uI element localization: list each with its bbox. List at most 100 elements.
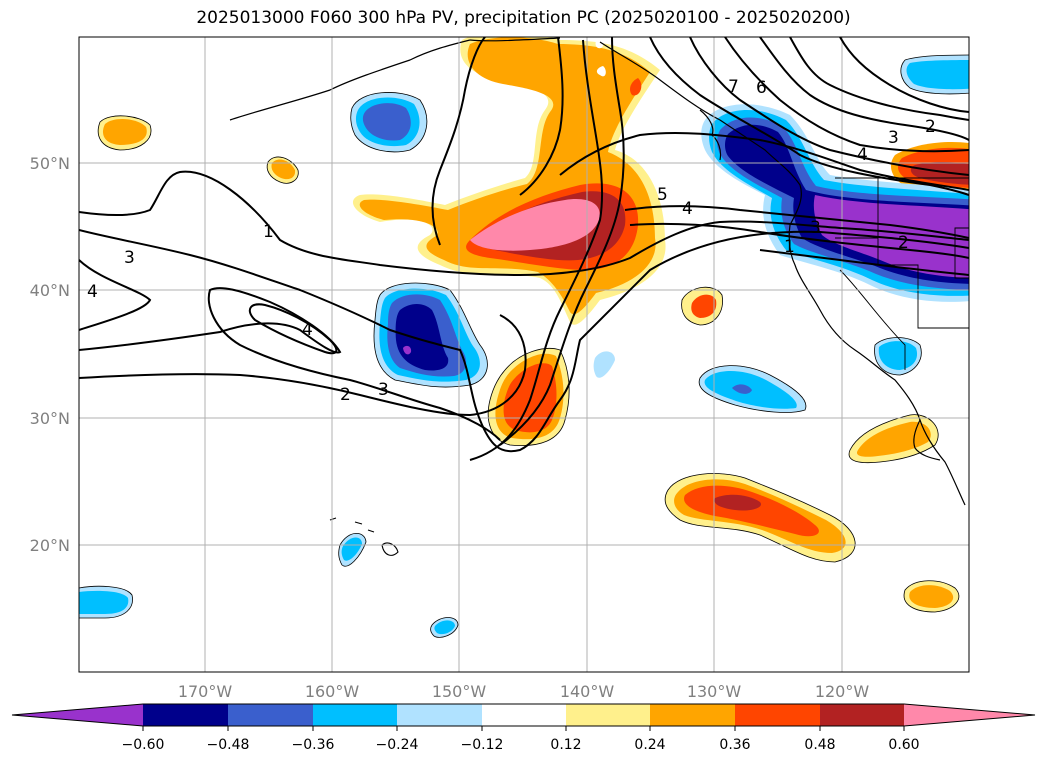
negative-blob-inner xyxy=(362,103,411,141)
colorbar-extend-low xyxy=(12,704,143,726)
state-borders xyxy=(839,269,906,370)
colorbar-label: 0.48 xyxy=(804,737,835,753)
pv-contour-trough-4 xyxy=(519,37,564,196)
map-frame xyxy=(78,36,970,673)
pv-contour-3 xyxy=(79,314,527,417)
pv-contour-ridge-6 xyxy=(789,37,969,121)
shade-hole xyxy=(595,37,604,49)
lon-tick-label: 160°W xyxy=(305,682,360,701)
pv-label: 4 xyxy=(87,282,98,302)
colorbar-label: −0.24 xyxy=(376,737,419,753)
pv-contour-ridge-4 xyxy=(724,37,969,153)
positive-anomaly-subtropical xyxy=(665,473,856,562)
colorbar-label: 0.36 xyxy=(719,737,750,753)
colorbar-segment xyxy=(735,704,820,726)
pv-contour-4-inner xyxy=(248,303,338,355)
colorbar-segment xyxy=(313,704,397,726)
map-title: 2025013000 F060 300 hPa PV, precipitatio… xyxy=(196,8,851,28)
pv-label: 3 xyxy=(124,248,135,268)
positive-blob-core xyxy=(910,162,969,185)
pv-contour-trough-1 xyxy=(469,39,604,461)
pv-label: 2 xyxy=(340,385,351,405)
colorbar-segment xyxy=(397,704,482,726)
pv-contour-trough-3 xyxy=(431,37,486,246)
negative-blob-inner xyxy=(732,384,752,394)
shade-neg-level-5 xyxy=(813,195,969,278)
pv-contour-ridge-1 xyxy=(559,131,969,191)
lon-tick-label: 170°W xyxy=(178,682,233,701)
lon-tick-label: 120°W xyxy=(815,682,870,701)
pv-label: 5 xyxy=(657,185,668,205)
pv-label: 4 xyxy=(302,320,313,340)
coast-alaska xyxy=(469,37,561,42)
positive-blob-inner xyxy=(909,585,954,608)
pv-label: 4 xyxy=(682,199,693,219)
negative-blob-mid xyxy=(79,590,129,614)
lat-tick-label: 20°N xyxy=(30,536,70,555)
lat-tick-label: 40°N xyxy=(30,281,70,300)
pv-contour-2 xyxy=(79,229,969,453)
coast-north-america xyxy=(599,41,966,506)
colorbar-segment xyxy=(650,704,735,726)
pv-label: 1 xyxy=(263,222,274,242)
pv-contour-4-west xyxy=(79,259,152,331)
colorbar-segment xyxy=(228,704,313,726)
pv-contours xyxy=(79,37,969,461)
lat-tick-label: 30°N xyxy=(30,409,70,428)
shade-level-4 xyxy=(714,494,761,511)
colorbar-label: 0.24 xyxy=(634,737,665,753)
pv-label: 1 xyxy=(784,237,795,257)
colorbar: −0.60 −0.48 −0.36 −0.24 −0.12 0.12 0.24 … xyxy=(11,703,1036,753)
colorbar-label: 0.12 xyxy=(550,737,581,753)
lon-tick-label: 130°W xyxy=(687,682,742,701)
colorbar-extend-high xyxy=(904,704,1035,726)
shade-level-3b xyxy=(630,78,642,96)
pv-label: 2 xyxy=(898,233,909,253)
pv-contour-ridge-2 xyxy=(649,37,969,196)
negative-blob-mid xyxy=(878,341,918,370)
positive-blob-inner xyxy=(691,294,717,318)
latitude-tick-labels: 50°N 40°N 30°N 20°N xyxy=(30,154,70,555)
colorbar-ticks xyxy=(142,726,905,731)
pv-contour-labels: 1 2 3 4 5 6 7 3 4 1 2 3 4 1 2 3 4 3 2 4 xyxy=(87,77,936,405)
colorbar-segment xyxy=(143,704,228,726)
pv-label: 3 xyxy=(378,380,389,400)
colorbar-label: −0.12 xyxy=(461,737,504,753)
colorbar-segment xyxy=(482,704,566,726)
pv-contour-trough-2 xyxy=(499,37,625,446)
pv-label: 3 xyxy=(888,128,899,148)
pv-contour-4-loop xyxy=(79,287,501,441)
pv-label: 6 xyxy=(756,78,767,98)
lon-tick-label: 150°W xyxy=(432,682,487,701)
pv-contour-ridge-7 xyxy=(839,37,969,113)
colorbar-label: 0.60 xyxy=(888,737,919,753)
coast-aleutians xyxy=(229,39,471,121)
pv-label: 4 xyxy=(857,145,868,165)
pv-contour-ridge-5 xyxy=(759,37,969,141)
positive-blob-inner xyxy=(102,118,147,145)
negative-blob xyxy=(593,351,615,378)
negative-anomaly-central xyxy=(374,283,488,388)
coast-baja xyxy=(913,419,941,461)
colorbar-segment xyxy=(566,704,650,726)
gridlines xyxy=(79,37,969,672)
borders xyxy=(835,177,969,370)
lat-tick-label: 50°N xyxy=(30,154,70,173)
pv-contour-ridge-3 xyxy=(689,37,969,176)
colorbar-label: −0.48 xyxy=(207,737,250,753)
pv-label: 7 xyxy=(728,77,739,97)
shade-hole xyxy=(596,66,606,77)
positive-blob-inner xyxy=(271,159,296,180)
colorbar-label: −0.36 xyxy=(292,737,335,753)
map-layers: 1 2 3 4 5 6 7 3 4 1 2 3 4 1 2 3 4 3 2 4 xyxy=(79,37,969,672)
pv-contour-1 xyxy=(79,170,969,277)
shade-level-5 xyxy=(470,199,600,251)
positive-blob-inner xyxy=(856,421,931,457)
negative-blob-mid xyxy=(906,60,969,90)
state-borders xyxy=(877,178,969,329)
shade-neg-level-5 xyxy=(403,345,412,355)
colorbar-label: −0.60 xyxy=(122,737,165,753)
pv-contour-jet-3 xyxy=(759,249,969,276)
longitude-tick-labels: 170°W 160°W 150°W 140°W 130°W 120°W xyxy=(178,682,870,701)
